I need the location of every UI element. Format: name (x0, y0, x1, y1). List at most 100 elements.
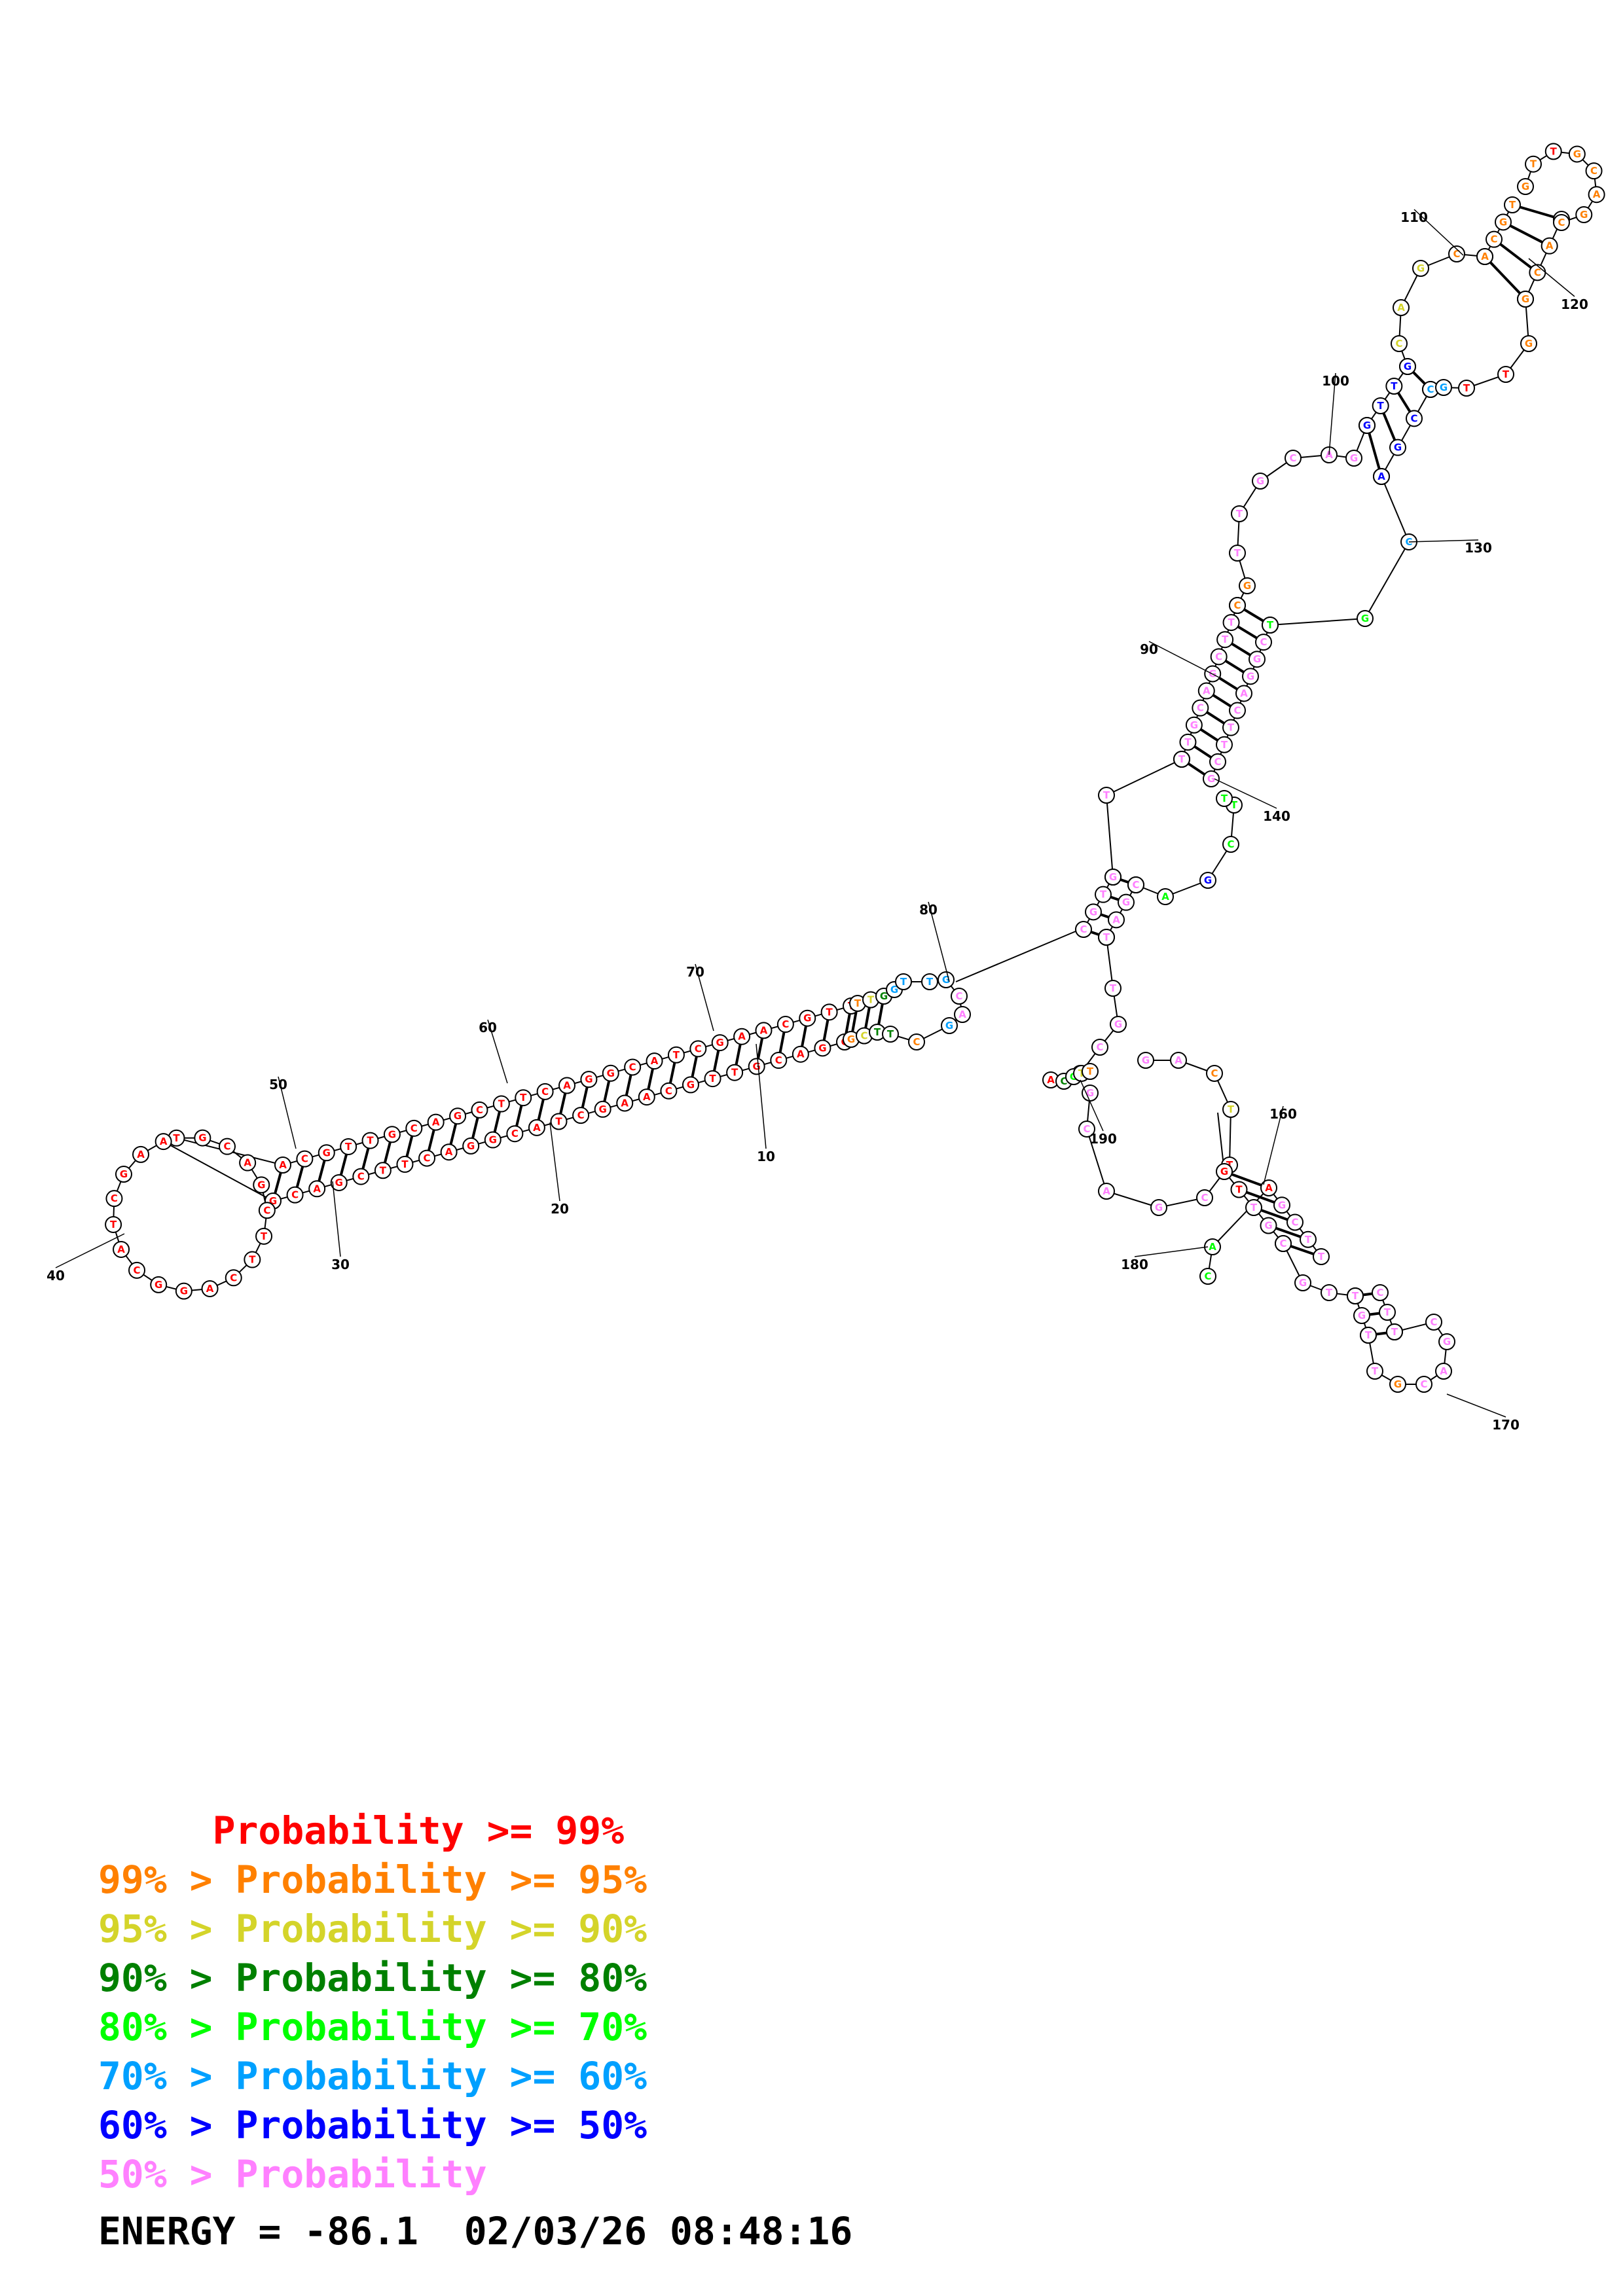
position-label: 160 (1269, 1106, 1297, 1122)
nucleotide: G (682, 1076, 699, 1094)
index-tick (1328, 372, 1336, 456)
nucleotide-letter: G (454, 1110, 462, 1122)
nucleotide: G (1118, 893, 1135, 911)
nucleotide: G (1517, 178, 1534, 195)
backbone-link (1086, 1128, 1107, 1192)
nucleotide-letter: T (887, 1028, 894, 1040)
nucleotide-circle (938, 971, 955, 988)
nucleotide-letter: C (357, 1171, 365, 1183)
nucleotide: G (462, 1137, 480, 1155)
nucleotide: A (274, 1157, 291, 1174)
nucleotide-letter: T (826, 1006, 833, 1018)
nucleotide: C (1285, 450, 1302, 467)
nucleotide: C (536, 1083, 554, 1100)
nucleotide: G (1150, 1199, 1167, 1216)
nucleotide-letter: T (1228, 617, 1235, 628)
nucleotide-letter: G (1299, 1277, 1307, 1289)
legend-entry: 90% > Probability >= 80% (98, 1956, 647, 2000)
nucleotide: G (594, 1100, 611, 1118)
nucleotide-letter: A (738, 1031, 746, 1043)
nucleotide: G (1242, 668, 1259, 685)
nucleotide-letter: T (1377, 400, 1385, 412)
nucleotide-circle (954, 1006, 971, 1023)
index-tick (332, 1181, 341, 1257)
nucleotide-circle (286, 1186, 304, 1204)
nucleotide-circle (515, 1089, 532, 1107)
base-pair (1493, 238, 1539, 274)
nucleotide: T (1385, 378, 1403, 395)
nucleotide: G (175, 1282, 192, 1300)
nucleotide-letter: T (1384, 1306, 1391, 1318)
nucleotide-letter: T (367, 1135, 374, 1147)
nucleotide-letter: G (1089, 906, 1097, 918)
nucleotide-letter: T (1222, 634, 1229, 645)
nucleotide-letter: T (1103, 931, 1110, 943)
legend-entry: 99% > Probability >= 95% (98, 1857, 647, 1902)
nucleotide: G (711, 1034, 729, 1052)
nucleotide-letter: C (1534, 266, 1541, 278)
nucleotide: A (616, 1094, 634, 1112)
nucleotide-letter: G (818, 1042, 826, 1054)
nucleotide: T (255, 1227, 273, 1245)
nucleotide-circle (1127, 876, 1144, 893)
nucleotide: G (1389, 439, 1406, 456)
nucleotide-letter: C (134, 1265, 141, 1276)
nucleotide-circle (776, 1016, 794, 1033)
nucleotide-circle (1196, 1189, 1213, 1206)
nucleotide-circle (1372, 397, 1389, 414)
nucleotide-letter: A (1175, 1054, 1182, 1066)
nucleotide: C (1078, 1121, 1095, 1138)
nucleotide-circle (1150, 1199, 1167, 1216)
nucleotide-letter: T (261, 1230, 268, 1242)
nucleotide-letter: G (1525, 338, 1533, 350)
nucleotide-letter: T (345, 1141, 352, 1153)
nucleotide-circle (1170, 1052, 1187, 1069)
nucleotide-circle (616, 1094, 634, 1112)
nucleotide-letter: T (1267, 619, 1274, 631)
position-label: 130 (1465, 540, 1492, 556)
nucleotide-circle (175, 1282, 192, 1300)
nucleotide: G (1239, 577, 1256, 594)
nucleotide-circle (1517, 291, 1534, 308)
nucleotide-circle (951, 988, 968, 1005)
nucleotide: C (286, 1186, 304, 1204)
nucleotide: T (1095, 886, 1112, 903)
backbone-link (163, 1141, 274, 1202)
nucleotide: C (1255, 634, 1272, 651)
nucleotide: T (1497, 366, 1514, 383)
nucleotide-circle (308, 1180, 326, 1198)
nucleotide-letter: C (1376, 1287, 1383, 1299)
nucleotide-letter: G (880, 990, 888, 1002)
nucleotide: T (1458, 380, 1475, 397)
nucleotide: C (225, 1269, 242, 1287)
nucleotide-circle (1260, 1179, 1277, 1196)
nucleotide-letter: G (890, 984, 898, 996)
nucleotide-circle (1391, 335, 1408, 352)
energy-footer: ENERGY = -86.1 02/03/26 08:48:16 (98, 2209, 852, 2253)
nucleotide-circle (550, 1113, 568, 1130)
nucleotide: T (1222, 1101, 1239, 1118)
nucleotide-letter: C (424, 1153, 431, 1164)
nucleotide-circle (1075, 921, 1092, 938)
nucleotide-circle (1406, 410, 1423, 427)
nucleotide-letter: T (1110, 982, 1117, 994)
nucleotide: A (113, 1240, 130, 1258)
nucleotide: G (1110, 1016, 1127, 1033)
nucleotide-letter: A (279, 1159, 287, 1171)
nucleotide-circle (440, 1143, 458, 1161)
index-tick (1080, 1079, 1104, 1132)
nucleotide-letter: C (230, 1272, 237, 1283)
nucleotide-circle (1438, 1333, 1455, 1350)
nucleotide-circle (1255, 634, 1272, 651)
nucleotide: C (1210, 648, 1228, 666)
nucleotide-circle (1435, 379, 1452, 396)
nucleotide-letter: C (1201, 1192, 1208, 1204)
nucleotide-letter: G (1358, 1310, 1366, 1321)
nucleotide-circle (602, 1064, 619, 1082)
nucleotide: A (954, 1006, 971, 1023)
backbone-link (1106, 1191, 1159, 1208)
nucleotide: C (1229, 702, 1246, 719)
nucleotide-letter: T (1503, 368, 1510, 380)
index-tick (1408, 539, 1479, 543)
nucleotide: A (1373, 468, 1390, 485)
